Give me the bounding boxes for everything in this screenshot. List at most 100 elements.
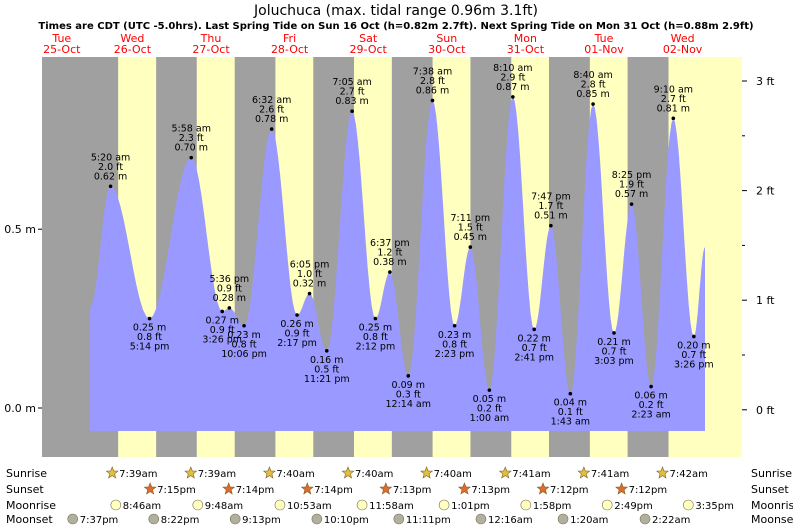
tide-point [147,316,152,321]
tide-label: 2:17 pm [277,338,317,349]
day-date: 02-Nov [663,43,703,56]
moonset-icon [557,513,569,525]
day-name: Sat [359,32,378,45]
moonset-icon [393,513,405,525]
sunrise-icon [105,466,119,479]
tide-point [242,323,246,328]
tide-label: 0.28 m [213,293,246,304]
day-date: 31-Oct [507,43,545,56]
row-label-left: Moonrise [6,499,56,512]
tide-label: 2:23 am [631,410,670,421]
tide-label: 0.04 m [554,398,587,409]
day-date: 28-Oct [271,43,309,56]
moonrise-time: 1:01pm [451,501,490,512]
day-name: Thu [200,32,222,45]
tide-label: 2.0 ft [98,162,123,173]
tide-label: 1.2 ft [377,248,402,259]
tide-label: 6:37 pm [370,238,410,249]
moonrise-time: 1:58pm [533,501,572,512]
tide-label: 0.70 m [175,143,208,154]
tide-label: 0.27 m [206,315,239,326]
tide-point [269,127,274,131]
tide-label: 3:26 pm [202,334,242,345]
y-right-tick-label: 3 ft [756,75,775,88]
tide-label: 0.51 m [534,211,567,222]
tide-label: 0.83 m [335,96,368,107]
sunrise-time: 7:40am [434,469,472,480]
day-name: Mon [514,32,537,45]
tide-point [324,348,329,353]
tide-curve [90,96,705,432]
sunset-icon [379,482,393,495]
tide-label: 0.2 ft [639,400,664,411]
day-date: 25-Oct [43,43,81,56]
tide-label: 0.16 m [310,355,343,366]
sunset-icon [536,482,550,495]
tide-label: 0.78 m [255,114,288,125]
tide-label: 0.2 ft [477,404,502,415]
tide-label: 5:36 pm [210,274,250,285]
row-label-right: Sunset [751,483,789,496]
moonrise-icon [274,499,286,511]
tide-label: 8:10 am [493,63,532,74]
tide-point [227,306,232,310]
day-name: Wed [120,32,144,45]
day-name: Sun [436,32,457,45]
tide-label: 0.8 ft [363,332,388,343]
sunrise-time: 7:41am [591,469,629,480]
row-label-right: Sunrise [751,467,792,480]
tide-label: 0.86 m [416,85,449,96]
tide-label: 0.7 ft [601,346,626,357]
tide-label: 6:32 am [252,95,291,106]
moonrise-icon [356,499,368,511]
tide-label: 5:58 am [172,124,211,135]
moonrise-time: 9:48am [205,501,243,512]
tide-label: 0.23 m [227,330,260,341]
tide-labels: 5:20 am2.0 ft0.62 m0.25 m0.8 ft5:14 pm5:… [91,63,714,428]
tide-point [591,102,595,106]
tide-point [189,155,194,160]
sunset-icon [615,482,629,495]
moonrise-time: 8:46am [123,501,161,512]
tide-point [108,184,113,189]
tide-label: 0.81 m [657,103,690,114]
moonrise-icon [683,499,694,511]
tide-label: 7:38 am [413,66,452,77]
moonrise-icon [438,499,450,511]
tide-label: 1.5 ft [458,223,483,234]
row-label-left: Sunset [6,483,44,496]
tide-point [220,309,225,314]
tide-label: 0.8 ft [442,339,467,350]
day-date: 29-Oct [350,43,388,56]
tide-label: 9:10 am [654,84,693,95]
tide-label: 0.57 m [615,189,648,200]
y-left-tick-label: 0.5 m [4,223,36,236]
tide-point [692,334,696,339]
sunrise-icon [341,466,355,479]
tide-label: 0.32 m [293,279,326,290]
sunset-time: 7:15pm [157,485,196,496]
tide-label: 2.7 ft [340,87,365,98]
tide-label: 0.21 m [597,337,630,348]
tide-label: 0.23 m [438,330,471,341]
chart-subtitle: Times are CDT (UTC -5.0hrs). Last Spring… [38,21,753,32]
tide-label: 10:06 pm [221,349,267,360]
sunrise-icon [420,466,434,479]
tide-point [487,388,492,392]
y-left-tick-label: 0.0 m [4,402,36,415]
tide-label: 1.9 ft [619,180,644,191]
axes: 0.0 m 0.5 m 0 ft 1 ft 2 ft 3 ft [4,75,775,417]
tide-label: 0.7 ft [681,350,706,361]
moonrise-time: 3:35pm [695,501,734,512]
sunrise-icon [262,466,276,479]
sunrise-time: 7:41am [512,469,550,480]
tide-label: 0.1 ft [558,407,583,418]
y-right-tick-label: 1 ft [756,294,775,307]
sunset-time: 7:14pm [236,485,275,496]
moonset-time: 11:11pm [406,515,451,525]
tide-label: 1.7 ft [538,201,563,212]
tide-label: 5:14 pm [130,342,170,353]
row-label-left: Sunrise [6,467,47,480]
tide-label: 0.9 ft [285,329,310,340]
